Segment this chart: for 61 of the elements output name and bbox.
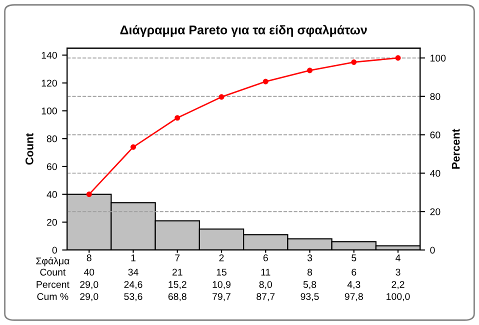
- data-label: 8: [307, 268, 312, 276]
- text: 29,0: [80, 281, 98, 290]
- y2-tick-label: 40: [430, 170, 440, 177]
- y2-tick-label: 60: [430, 132, 440, 138]
- point: [395, 55, 401, 61]
- point: [174, 115, 180, 121]
- data-label: 34: [128, 268, 138, 276]
- y-tick-label: 80: [46, 135, 57, 142]
- data-label: 93,5: [300, 293, 319, 302]
- x-tick-label: 1: [131, 254, 136, 262]
- text: 4,3: [347, 281, 360, 290]
- point: [262, 78, 268, 84]
- point: [130, 144, 136, 150]
- data-label: 21: [172, 268, 182, 276]
- y2-tick-label: 100: [430, 54, 446, 62]
- y2-axis-title: Percent: [452, 128, 460, 169]
- text: 15,2: [168, 281, 186, 290]
- point: [86, 192, 92, 198]
- text: 8,0: [259, 281, 272, 290]
- y2-tick-label: 20: [430, 208, 440, 216]
- data-label: 29,0: [80, 293, 98, 302]
- data-label: 100,0: [386, 293, 410, 302]
- text: 2,2: [392, 281, 404, 290]
- y-tick-label: 0: [52, 246, 57, 254]
- text: Cum %: [37, 293, 68, 300]
- point: [218, 94, 224, 100]
- y-axis-title: Count: [26, 133, 34, 165]
- x-tick-label: 5: [352, 254, 356, 262]
- x-tick-label: 6: [263, 254, 268, 262]
- text: 5,8: [303, 281, 316, 290]
- data-label: 68,8: [168, 293, 186, 302]
- data-label: 6: [352, 268, 356, 276]
- y2-tick-label: 80: [430, 93, 440, 100]
- text: 24,6: [124, 281, 142, 290]
- x-tick-label: 2: [219, 254, 224, 262]
- x-tick-label: 3: [307, 254, 312, 262]
- y-tick-label: 60: [47, 163, 57, 170]
- y-tick-label: 100: [42, 108, 57, 114]
- text: 10,9: [212, 281, 231, 290]
- y2-tick-label: 0: [430, 246, 435, 254]
- data-label: 87,7: [256, 293, 275, 302]
- data-label: 97,8: [344, 293, 363, 302]
- x-tick-label: 8: [86, 254, 92, 262]
- y-tick-label: 40: [46, 191, 57, 198]
- y-tick-label: 20: [47, 218, 57, 226]
- chart-title: Διάγραμμα Pareto για τα είδη σφαλμάτων: [120, 24, 367, 37]
- x-tick-label: 7: [175, 254, 180, 262]
- data-label: 3: [396, 268, 400, 276]
- y-tick-label: 140: [42, 52, 57, 59]
- data-label: 40: [84, 268, 94, 276]
- data-label: 15: [216, 268, 227, 276]
- point: [306, 68, 313, 74]
- text: Percent: [36, 281, 70, 288]
- y-tick-label: 120: [42, 80, 57, 87]
- x-tick-label: 4: [396, 254, 400, 262]
- x-axis-title: Σφάλμα: [36, 256, 70, 266]
- data-label: 79,7: [212, 293, 230, 302]
- point: [351, 59, 357, 65]
- series-label: Count: [40, 268, 66, 276]
- data-label: 11: [261, 268, 270, 276]
- data-label: 53,6: [124, 293, 142, 302]
